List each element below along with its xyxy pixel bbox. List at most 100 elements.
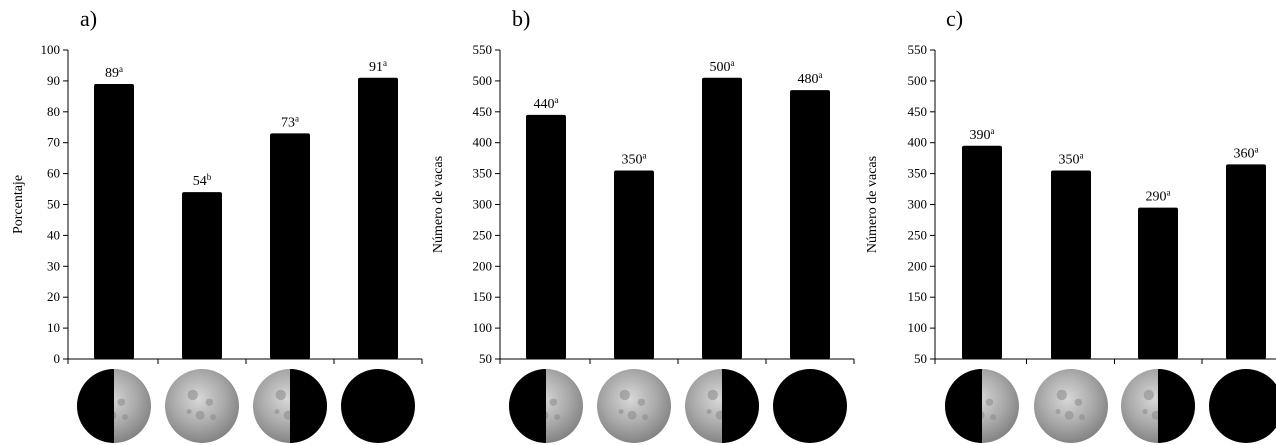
y-tick-label: 350 bbox=[908, 166, 928, 181]
panel-1-moon-cuarto-menguante-icon bbox=[685, 369, 759, 443]
data-label-luna-llena: 54b bbox=[193, 172, 212, 189]
panel-1-moon-cuarto-creciente-crater-1 bbox=[549, 398, 558, 406]
y-tick-label: 20 bbox=[47, 289, 60, 304]
panel-1-moon-luna-nueva-icon bbox=[773, 369, 847, 443]
y-tick-label: 450 bbox=[473, 104, 493, 119]
y-tick-label: 30 bbox=[47, 258, 60, 273]
data-label-cuarto-creciente: 390a bbox=[970, 126, 995, 143]
panel-0-moon-luna-llena-crater-2 bbox=[195, 410, 205, 420]
data-label-luna-llena: 350a bbox=[622, 151, 647, 168]
data-label-luna-nueva: 360a bbox=[1234, 144, 1259, 161]
panel-1-moon-cuarto-menguante-crater-4 bbox=[706, 408, 712, 415]
panel-0-moon-luna-llena-crater-4 bbox=[186, 408, 192, 415]
panel-1-moon-luna-llena-crater-4 bbox=[618, 408, 624, 415]
panel-2-moon-cuarto-menguante-shadow bbox=[1158, 369, 1195, 443]
y-tick-label: 150 bbox=[473, 289, 493, 304]
y-tick-label: 250 bbox=[908, 227, 928, 242]
y-tick-label: 40 bbox=[47, 227, 60, 242]
panel-label: a) bbox=[80, 6, 97, 31]
bar-cuarto-menguante bbox=[702, 77, 742, 359]
data-label-cuarto-menguante: 290a bbox=[1146, 188, 1171, 205]
panel-2-moon-luna-llena-icon bbox=[1034, 369, 1108, 443]
bar-luna-llena bbox=[1051, 170, 1091, 359]
panel-2-moon-cuarto-menguante-crater-0 bbox=[1143, 389, 1154, 401]
panel-0-moon-luna-llena-crater-0 bbox=[187, 389, 198, 401]
panel-0-moon-cuarto-creciente-crater-3 bbox=[122, 414, 129, 421]
y-tick-label: 0 bbox=[54, 351, 61, 366]
bar-luna-nueva bbox=[790, 90, 830, 360]
panel-2-moon-luna-llena-disc bbox=[1034, 369, 1108, 443]
panel-label: b) bbox=[512, 6, 530, 31]
y-tick-label: 550 bbox=[908, 42, 928, 57]
data-label-cuarto-creciente: 440a bbox=[534, 95, 559, 112]
data-label-luna-nueva: 91a bbox=[369, 58, 387, 75]
panel-0-moon-cuarto-creciente-crater-1 bbox=[117, 398, 126, 406]
bar-luna-nueva bbox=[1226, 164, 1266, 359]
y-tick-label: 400 bbox=[908, 135, 928, 150]
y-tick-label: 80 bbox=[47, 104, 60, 119]
y-tick-label: 100 bbox=[473, 320, 493, 335]
panel-0-moon-luna-nueva-disc bbox=[341, 369, 415, 443]
y-tick-label: 250 bbox=[473, 227, 493, 242]
bar-cuarto-creciente bbox=[94, 83, 134, 360]
panel-2-moon-luna-llena-crater-0 bbox=[1056, 389, 1067, 401]
y-tick-label: 300 bbox=[473, 197, 493, 212]
y-tick-label: 350 bbox=[473, 166, 493, 181]
panel-2-moon-luna-llena-crater-1 bbox=[1074, 398, 1083, 406]
panel-0-moon-cuarto-menguante-shadow bbox=[290, 369, 327, 443]
panel-0-moon-cuarto-menguante-crater-4 bbox=[274, 408, 280, 415]
y-tick-label: 400 bbox=[473, 135, 493, 150]
panel-2-moon-luna-nueva-icon bbox=[1209, 369, 1276, 443]
data-label-luna-llena: 350a bbox=[1059, 151, 1084, 168]
panel-0-moon-luna-llena-disc bbox=[165, 369, 239, 443]
bar-cuarto-creciente bbox=[526, 114, 566, 359]
panel-0-moon-luna-llena-crater-3 bbox=[210, 414, 217, 421]
y-tick-label: 90 bbox=[47, 73, 60, 88]
panel-1-moon-cuarto-creciente-icon bbox=[509, 369, 583, 443]
y-tick-label: 100 bbox=[908, 320, 928, 335]
y-tick-label: 10 bbox=[47, 320, 60, 335]
panel-label: c) bbox=[946, 6, 963, 31]
panel-2-moon-cuarto-creciente-crater-1 bbox=[985, 398, 994, 406]
y-axis-title: Porcentaje bbox=[11, 175, 26, 234]
y-tick-label: 200 bbox=[473, 258, 493, 273]
data-label-cuarto-menguante: 500a bbox=[710, 58, 735, 75]
y-tick-label: 300 bbox=[908, 197, 928, 212]
y-tick-label: 150 bbox=[908, 289, 928, 304]
data-label-cuarto-creciente: 89a bbox=[105, 64, 123, 81]
y-tick-label: 50 bbox=[479, 351, 492, 366]
bar-luna-nueva bbox=[358, 77, 398, 359]
panel-1-moon-luna-nueva-disc bbox=[773, 369, 847, 443]
y-tick-label: 100 bbox=[41, 42, 61, 57]
panel-0-moon-luna-nueva-icon bbox=[341, 369, 415, 443]
chart-panel-2: c) Número de vacas 50 100 150 200 250 300 350 400… bbox=[865, 6, 1276, 443]
panel-2-moon-luna-llena-crater-4 bbox=[1055, 408, 1061, 415]
y-tick-label: 550 bbox=[473, 42, 493, 57]
panel-0-moon-cuarto-menguante-crater-0 bbox=[275, 389, 286, 401]
panel-1-moon-luna-llena-disc bbox=[597, 369, 671, 443]
panel-0-moon-cuarto-creciente-icon bbox=[77, 369, 151, 443]
panel-0-moon-luna-llena-icon bbox=[165, 369, 239, 443]
y-tick-label: 50 bbox=[914, 351, 927, 366]
panel-0-moon-luna-llena-crater-1 bbox=[205, 398, 214, 406]
panel-1-moon-luna-llena-icon bbox=[597, 369, 671, 443]
panel-1-moon-luna-llena-crater-3 bbox=[642, 414, 649, 421]
panel-2-moon-luna-nueva-disc bbox=[1209, 369, 1276, 443]
chart-panel-1: b) Número de vacas 50 100 150 200 250 300 350 400… bbox=[431, 6, 855, 443]
panel-1-moon-luna-llena-crater-0 bbox=[619, 389, 630, 401]
y-tick-label: 70 bbox=[47, 135, 60, 150]
panel-1-moon-cuarto-menguante-shadow bbox=[722, 369, 759, 443]
y-tick-label: 60 bbox=[47, 166, 60, 181]
data-label-cuarto-menguante: 73a bbox=[281, 113, 299, 130]
bar-luna-llena bbox=[614, 170, 654, 359]
bar-cuarto-menguante bbox=[1138, 207, 1178, 359]
panel-2-moon-cuarto-menguante-crater-4 bbox=[1142, 408, 1148, 415]
y-tick-label: 50 bbox=[47, 197, 60, 212]
y-tick-label: 500 bbox=[473, 73, 493, 88]
panel-2-moon-cuarto-creciente-shadow bbox=[945, 369, 982, 443]
panel-2-moon-luna-llena-crater-2 bbox=[1064, 410, 1074, 420]
data-label-luna-nueva: 480a bbox=[798, 70, 823, 87]
y-tick-label: 200 bbox=[908, 258, 928, 273]
y-axis-title: Número de vacas bbox=[431, 156, 446, 253]
